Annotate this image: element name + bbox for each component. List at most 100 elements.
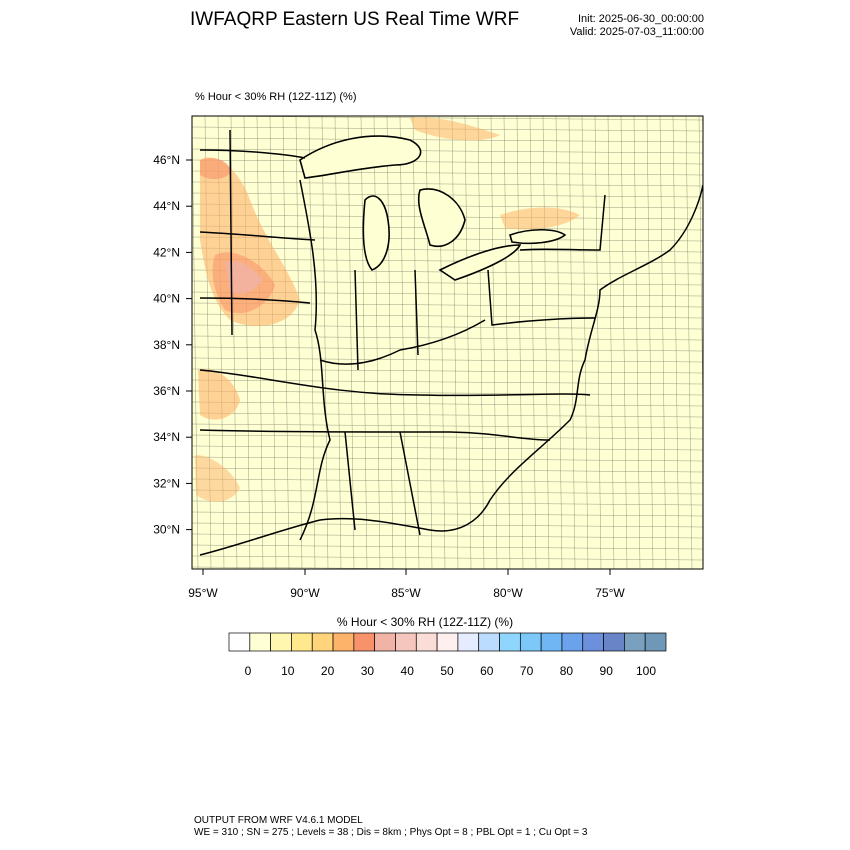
border-lat-36-5 bbox=[199, 369, 591, 397]
county-line bbox=[192, 170, 703, 176]
border-ny-north bbox=[519, 194, 606, 251]
border-us-canada bbox=[199, 149, 306, 159]
county-line bbox=[698, 116, 703, 432]
county-line bbox=[529, 116, 537, 569]
border-alabama bbox=[344, 431, 356, 531]
county-line bbox=[192, 544, 703, 550]
lat-tick-label: 38°N bbox=[153, 338, 180, 352]
county-line bbox=[192, 346, 703, 352]
county-line bbox=[192, 116, 703, 121]
county-line bbox=[399, 116, 407, 569]
lat-tick-label: 36°N bbox=[153, 384, 180, 398]
county-line bbox=[192, 423, 703, 429]
colorbar-swatch bbox=[332, 632, 355, 652]
lat-tick-label: 44°N bbox=[153, 199, 180, 213]
county-line bbox=[490, 116, 498, 569]
county-line bbox=[192, 489, 703, 495]
colorbar-tick-label: 40 bbox=[401, 664, 415, 678]
county-line bbox=[192, 357, 703, 363]
county-line bbox=[542, 116, 550, 569]
lat-tick-label: 40°N bbox=[153, 292, 180, 306]
colorbar-swatch bbox=[603, 632, 625, 652]
county-line bbox=[192, 390, 703, 396]
county-line bbox=[451, 116, 459, 569]
border-pennsylvania bbox=[487, 269, 596, 326]
colorbar-tick-label: 90 bbox=[600, 664, 614, 678]
init-time: Init: 2025-06-30_00:00:00 bbox=[578, 13, 704, 25]
county-line bbox=[672, 116, 680, 569]
colorbar-swatch bbox=[457, 632, 480, 652]
lon-tick-label: 95°W bbox=[188, 586, 218, 600]
county-line bbox=[192, 555, 703, 561]
colorbar-swatch bbox=[478, 632, 500, 652]
latitude-axis: 46°N 44°N 42°N 40°N 38°N 36°N 34°N 32°N 30°N bbox=[153, 153, 192, 537]
county-line bbox=[308, 116, 316, 569]
colorbar-swatch bbox=[249, 632, 271, 652]
county-line bbox=[192, 511, 703, 517]
county-line bbox=[192, 324, 703, 330]
lake-huron bbox=[417, 188, 466, 247]
county-line bbox=[360, 116, 368, 569]
border-ohio-river bbox=[319, 319, 486, 365]
model-footer: OUTPUT FROM WRF V4.6.1 MODEL WE = 310 ; … bbox=[194, 815, 587, 839]
shade-ontario-north bbox=[410, 117, 500, 141]
shade-arkansas bbox=[198, 369, 240, 420]
lat-tick-label: 46°N bbox=[153, 153, 180, 167]
colorbar-swatch bbox=[624, 632, 646, 652]
colorbar-swatch bbox=[582, 632, 604, 652]
shade-iowa-pink bbox=[225, 261, 262, 294]
county-line bbox=[192, 500, 703, 506]
county-line bbox=[607, 116, 615, 569]
colorbar-tick-label: 100 bbox=[636, 664, 656, 678]
colorbar-swatch bbox=[291, 632, 313, 652]
border-indiana bbox=[354, 269, 359, 371]
border-gulf-coast bbox=[199, 499, 491, 556]
lon-tick-label: 75°W bbox=[595, 586, 625, 600]
shade-minnesota bbox=[200, 158, 232, 180]
colorbar-swatch bbox=[644, 632, 667, 652]
colorbar-swatch bbox=[311, 632, 334, 652]
colorbar-tick-label: 50 bbox=[440, 664, 454, 678]
lon-tick-label: 90°W bbox=[290, 586, 320, 600]
county-line bbox=[192, 401, 703, 407]
lat-tick-label: 30°N bbox=[153, 523, 180, 537]
county-line bbox=[269, 116, 277, 569]
colorbar-swatch bbox=[415, 632, 438, 652]
county-line bbox=[464, 116, 472, 569]
colorbar-swatch bbox=[436, 632, 459, 652]
border-ohio-west bbox=[414, 269, 419, 356]
colorbar-swatch bbox=[561, 632, 584, 652]
county-line bbox=[594, 116, 602, 569]
county-line bbox=[347, 116, 355, 569]
border-missouri-north bbox=[199, 297, 311, 304]
lon-tick-label: 85°W bbox=[391, 586, 421, 600]
lat-tick-label: 34°N bbox=[153, 430, 180, 444]
county-line bbox=[503, 116, 511, 569]
plot-title: IWFAQRP Eastern US Real Time WRF bbox=[190, 9, 520, 30]
lat-tick-label: 42°N bbox=[153, 245, 180, 259]
county-line bbox=[412, 116, 420, 569]
county-line bbox=[581, 116, 589, 569]
field-label: % Hour < 30% RH (12Z-11Z) (%) bbox=[195, 91, 357, 103]
county-line bbox=[192, 566, 470, 569]
county-line bbox=[192, 434, 703, 440]
colorbar-swatch bbox=[499, 632, 521, 652]
colorbar-tick-label: 0 bbox=[245, 664, 252, 678]
border-lat-35 bbox=[199, 429, 551, 441]
county-line bbox=[282, 116, 290, 569]
colorbar-tick-label: 30 bbox=[361, 664, 375, 678]
great-lakes bbox=[299, 135, 567, 281]
lake-ontario bbox=[509, 228, 567, 245]
rh-shading bbox=[195, 117, 580, 502]
county-line bbox=[192, 412, 703, 418]
colorbar-swatch bbox=[519, 632, 542, 652]
footer-model: OUTPUT FROM WRF V4.6.1 MODEL bbox=[194, 815, 363, 826]
county-line bbox=[659, 116, 667, 569]
shade-louisiana bbox=[195, 455, 240, 502]
colorbar-tick-label: 80 bbox=[560, 664, 574, 678]
county-line bbox=[192, 368, 703, 374]
county-line bbox=[334, 116, 342, 569]
county-line bbox=[192, 456, 703, 462]
county-line bbox=[192, 467, 703, 473]
